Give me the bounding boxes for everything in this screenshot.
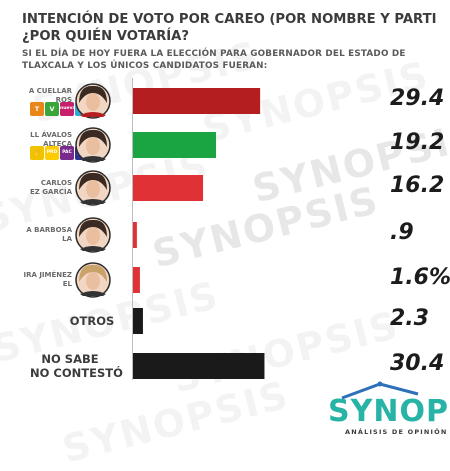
candidate-photo xyxy=(75,217,111,253)
value-label: 2.3 xyxy=(390,306,429,331)
chart-title: INTENCIÓN DE VOTO POR CAREO (POR NOMBRE … xyxy=(22,12,437,44)
candidate-name: A BARBOSA LA xyxy=(26,226,72,243)
brand-tagline: ANÁLISIS DE OPINIÓN P xyxy=(345,428,450,436)
value-label: 30.4 xyxy=(390,351,445,376)
party-logo: PS xyxy=(75,146,89,160)
party-logo: ✋ xyxy=(30,146,44,160)
party-logo: T xyxy=(30,102,44,116)
category-label: OTROS xyxy=(69,314,115,328)
candidate-name: IRA JIMÉNEZ EL xyxy=(23,271,72,288)
bar-5 xyxy=(133,267,140,293)
candidate-photo xyxy=(75,262,111,298)
value-label: .9 xyxy=(390,220,414,245)
value-label: 19.2 xyxy=(390,130,445,155)
party-logo: ~ xyxy=(75,102,89,116)
bar-4 xyxy=(133,222,137,248)
axis-line xyxy=(132,78,133,380)
value-label: 29.4 xyxy=(390,86,445,111)
brand-logo: SYNOP xyxy=(328,394,449,429)
value-label: 1.6% xyxy=(390,265,450,290)
candidate-name: A CUELLAR ROS xyxy=(28,87,72,104)
party-logo: PRD xyxy=(45,146,59,160)
party-logo: V xyxy=(45,102,59,116)
candidate-name: LL ÁVALOS ALTECA xyxy=(30,131,72,148)
chart-subtitle: SI EL DÍA DE HOY FUERA LA ELECCIÓN PARA … xyxy=(22,49,406,71)
brand-roof-icon xyxy=(341,381,419,400)
value-label: 16.2 xyxy=(390,173,445,198)
candidate-name: CARLOS EZ GARCÍA xyxy=(29,179,72,196)
party-logo: PAC xyxy=(60,146,74,160)
party-logo: nueva xyxy=(60,102,75,116)
category-label: NO SABE NO CONTESTÓ xyxy=(30,352,123,380)
